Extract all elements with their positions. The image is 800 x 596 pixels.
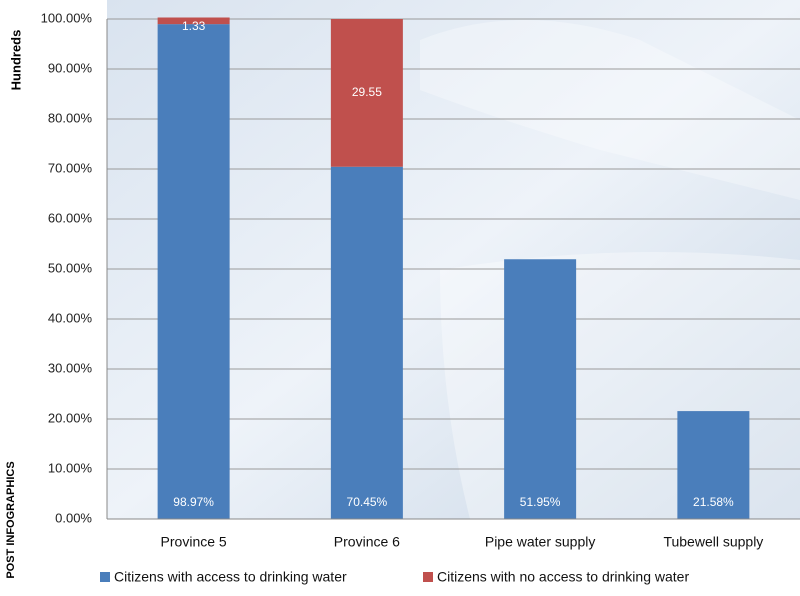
watermark: POST INFOGRAPHICS [5, 461, 17, 578]
data-label: 70.45% [347, 495, 388, 509]
legend-swatch [423, 572, 433, 582]
y-tick-label: 10.00% [48, 460, 93, 475]
bar-segment [330, 19, 403, 167]
legend-label: Citizens with access to drinking water [114, 569, 347, 585]
bar-segment [504, 259, 577, 519]
data-label: 51.95% [520, 495, 561, 509]
x-tick-label: Tubewell supply [663, 534, 763, 550]
y-tick-label: 20.00% [48, 410, 93, 425]
legend-swatch [100, 572, 110, 582]
bottle-decoration [420, 20, 800, 200]
bar-segment [677, 411, 750, 519]
y-tick-label: 100.00% [41, 10, 93, 25]
data-label: 98.97% [173, 495, 214, 509]
y-tick-label: 40.00% [48, 310, 93, 325]
x-tick-label: Province 5 [161, 534, 227, 550]
data-label: 21.58% [693, 495, 734, 509]
data-label: 29.55 [352, 85, 382, 99]
x-tick-label: Pipe water supply [485, 534, 596, 550]
y-axis-title: Hundreds [8, 30, 23, 91]
y-tick-label: 30.00% [48, 360, 93, 375]
y-tick-label: 90.00% [48, 60, 93, 75]
y-tick-label: 80.00% [48, 110, 93, 125]
legend-label: Citizens with no access to drinking wate… [437, 569, 689, 585]
y-tick-label: 0.00% [55, 510, 92, 525]
data-label: 1.33 [182, 19, 206, 33]
y-tick-label: 60.00% [48, 210, 93, 225]
bar-segment [157, 24, 230, 520]
bar-segment [330, 166, 403, 519]
y-tick-label: 70.00% [48, 160, 93, 175]
y-tick-label: 50.00% [48, 260, 93, 275]
bar-segment [157, 17, 230, 25]
x-tick-label: Province 6 [334, 534, 400, 550]
